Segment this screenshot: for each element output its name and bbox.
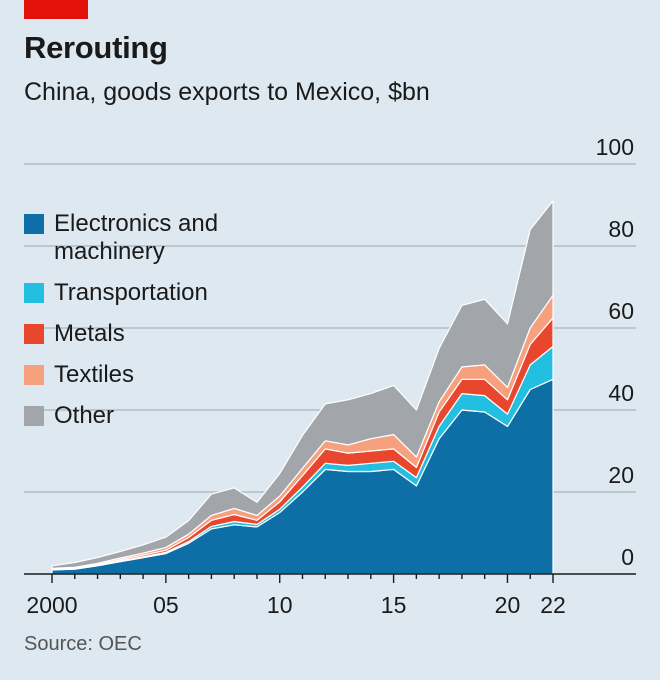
y-tick-label-20: 20 bbox=[608, 462, 634, 488]
y-tick-label-60: 60 bbox=[608, 298, 634, 324]
x-tick-label-05: 05 bbox=[153, 592, 179, 618]
legend-swatch-transportation bbox=[24, 283, 44, 303]
y-tick-label-0: 0 bbox=[621, 544, 634, 570]
legend-label-other: Other bbox=[54, 402, 115, 429]
chart-title: Rerouting bbox=[24, 30, 168, 65]
area-other bbox=[51, 200, 554, 569]
x-tick-label-2000: 2000 bbox=[26, 592, 77, 618]
legend-label-electronics: Electronics and machinery bbox=[54, 210, 219, 265]
y-tick-label-100: 100 bbox=[596, 134, 634, 160]
legend-item-transportation: Transportation bbox=[24, 279, 254, 307]
legend-label-transportation: Transportation bbox=[54, 279, 208, 306]
legend-swatch-metals bbox=[24, 324, 44, 344]
legend: Electronics and machinery Transportation… bbox=[24, 210, 254, 443]
legend-swatch-other bbox=[24, 406, 44, 426]
source-note: Source: OEC bbox=[24, 633, 142, 655]
legend-item-electronics: Electronics and machinery bbox=[24, 210, 254, 266]
x-axis bbox=[24, 573, 636, 583]
x-tick-label-10: 10 bbox=[267, 592, 293, 618]
legend-label-metals: Metals bbox=[54, 320, 125, 347]
x-tick-label-15: 15 bbox=[381, 592, 407, 618]
legend-label-textiles: Textiles bbox=[54, 361, 135, 388]
x-tick-label-20: 20 bbox=[495, 592, 521, 618]
y-tick-labels: 0 20 40 60 80 100 bbox=[596, 134, 634, 570]
legend-swatch-electronics bbox=[24, 214, 44, 234]
x-tick-label-22: 22 bbox=[540, 592, 566, 618]
legend-swatch-textiles bbox=[24, 365, 44, 385]
legend-item-other: Other bbox=[24, 402, 254, 430]
y-tick-label-40: 40 bbox=[608, 380, 634, 406]
legend-item-textiles: Textiles bbox=[24, 361, 254, 389]
brand-tag bbox=[24, 0, 88, 19]
x-tick-labels: 2000 05 10 15 20 22 bbox=[26, 592, 565, 618]
legend-item-metals: Metals bbox=[24, 320, 254, 348]
y-tick-label-80: 80 bbox=[608, 216, 634, 242]
chart-subtitle: China, goods exports to Mexico, $bn bbox=[24, 78, 430, 106]
